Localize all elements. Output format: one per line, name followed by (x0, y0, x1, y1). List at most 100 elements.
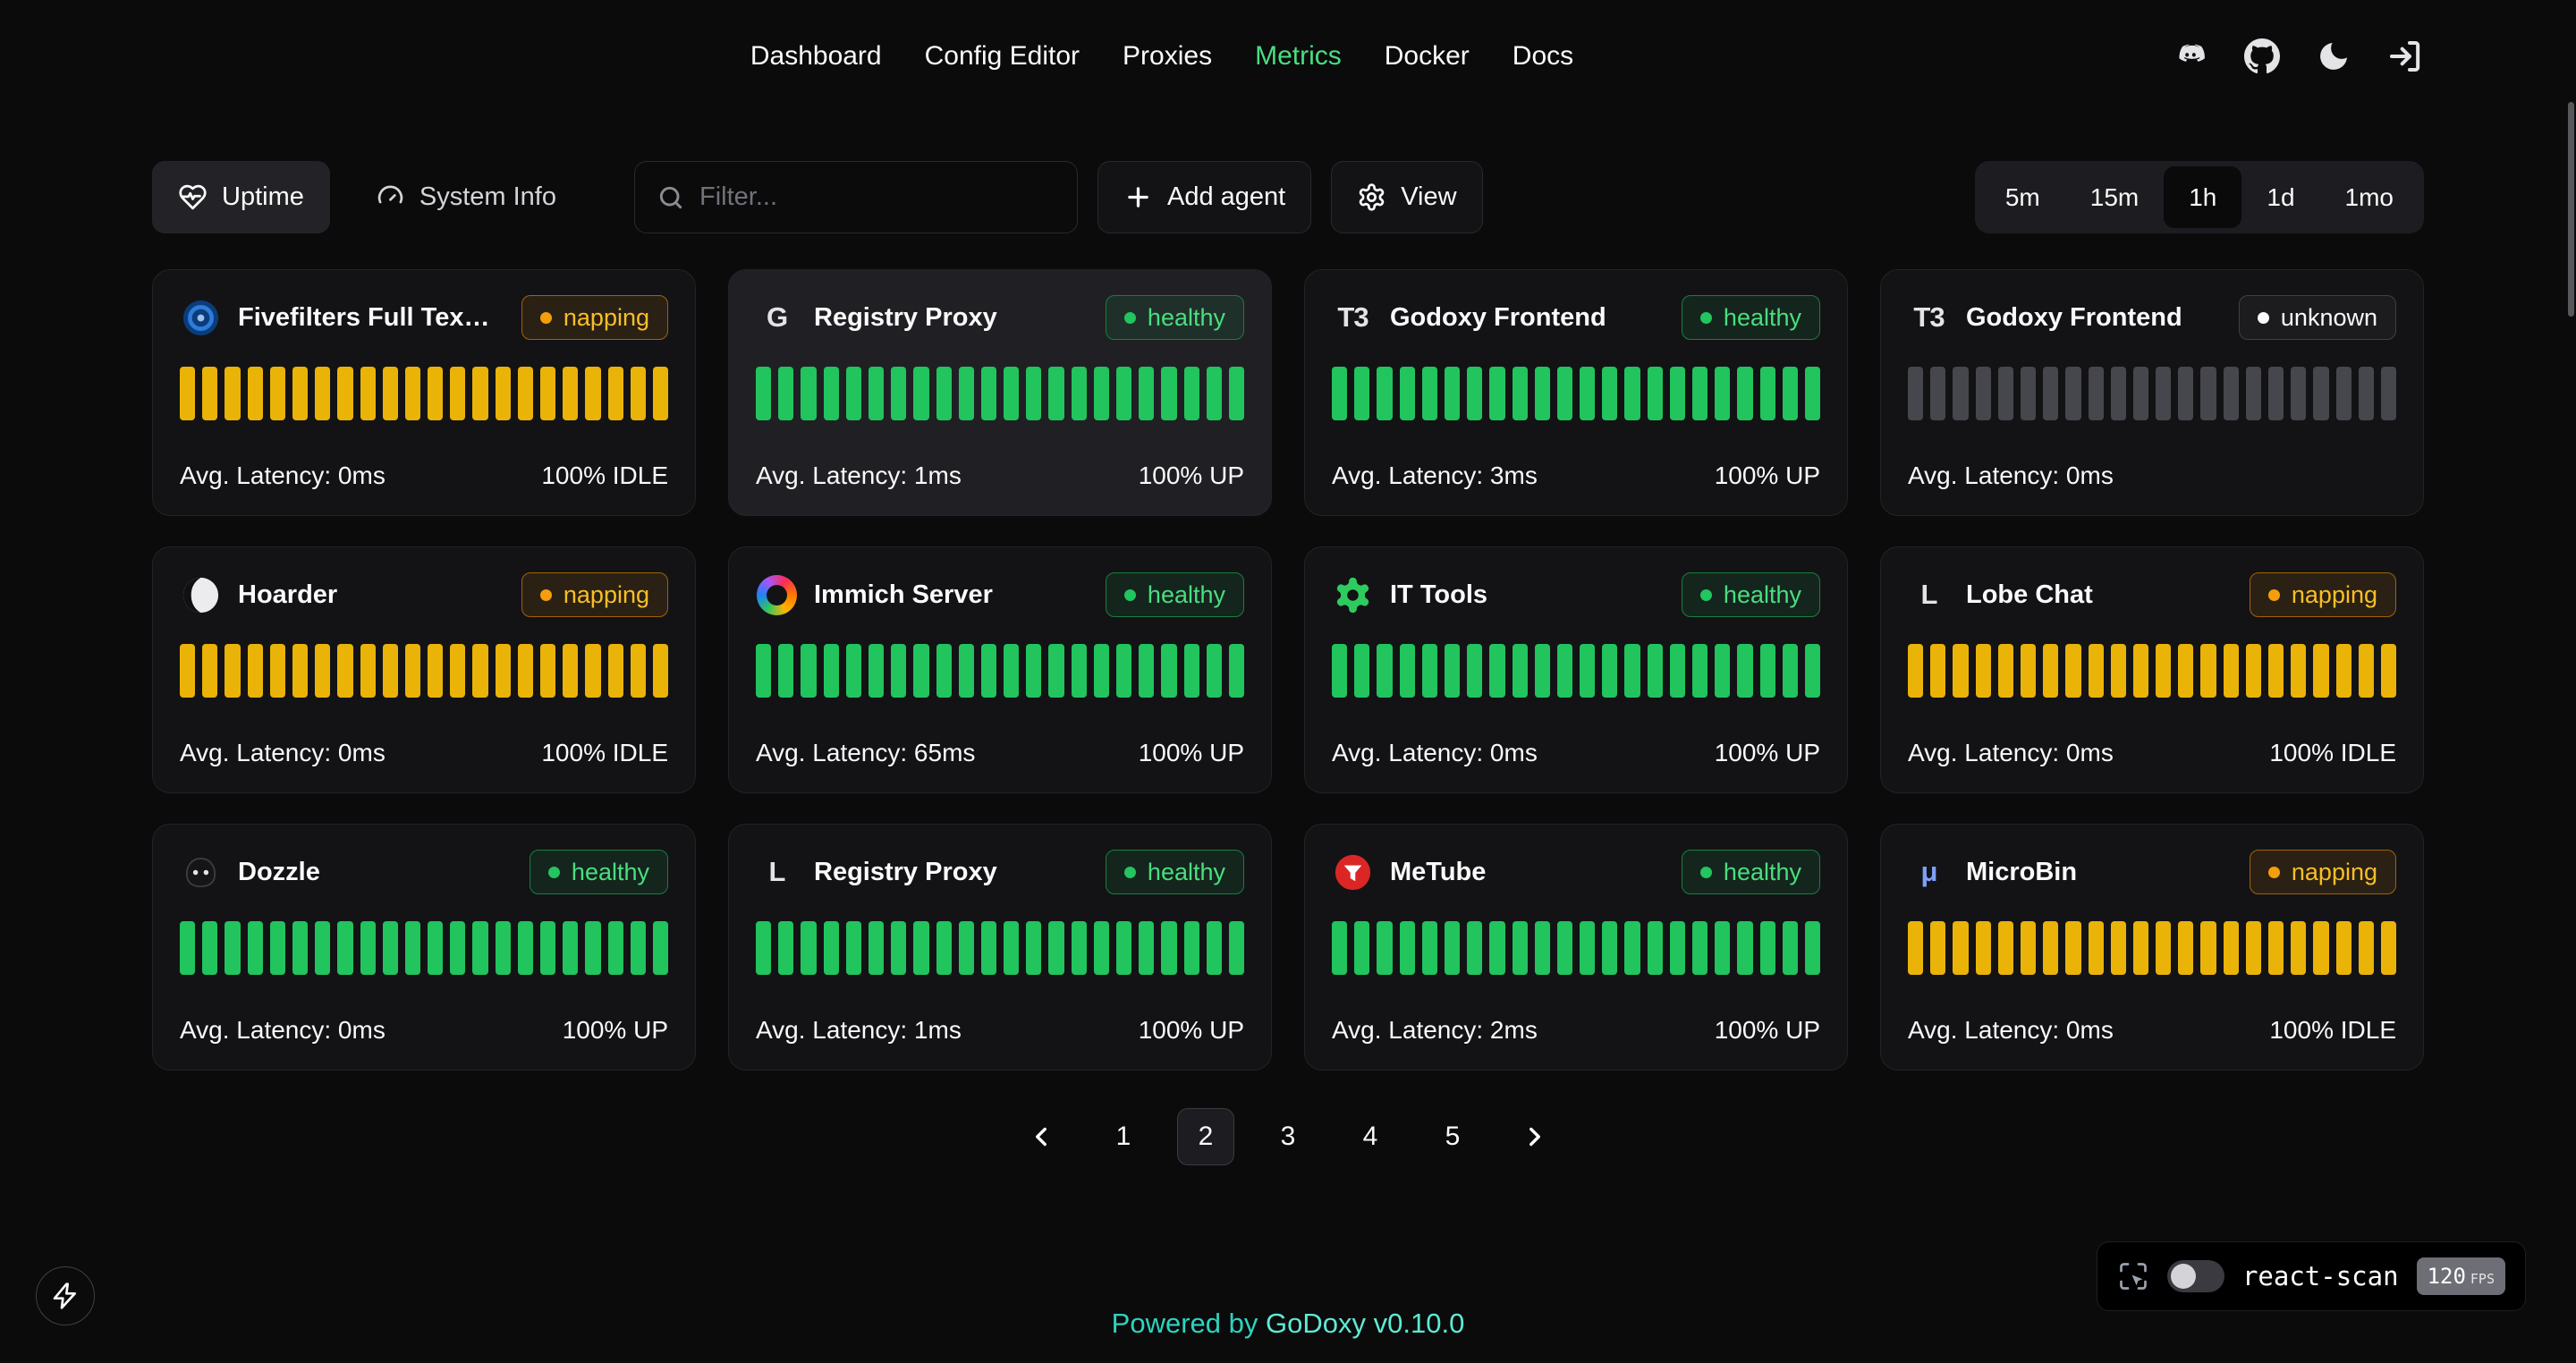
nav-item[interactable]: Metrics (1255, 41, 1342, 71)
uptime-bar (1512, 644, 1528, 698)
uptime-bar (1399, 367, 1415, 420)
uptime-bar (428, 921, 444, 975)
status-badge: healthy (1681, 572, 1820, 617)
uptime-card[interactable]: Dozzle healthy Avg. Latency: 0ms 100% UP (152, 824, 696, 1071)
brand-link[interactable]: GoDoxy (1266, 1308, 1366, 1339)
uptime-bar (1602, 644, 1618, 698)
github-icon[interactable] (2243, 38, 2281, 75)
card-header: G Registry Proxy healthy (756, 295, 1244, 340)
page-button[interactable]: 1 (1115, 1122, 1131, 1151)
uptime-bar (2358, 644, 2374, 698)
uptime-card[interactable]: T3 Godoxy Frontend unknown Avg. Latency:… (1880, 269, 2424, 516)
scan-frame-icon[interactable] (2117, 1260, 2149, 1292)
service-name: MeTube (1390, 857, 1487, 886)
dark-mode-icon[interactable] (2315, 38, 2352, 75)
nav-item[interactable]: Dashboard (750, 41, 882, 71)
page-button[interactable]: 4 (1362, 1122, 1378, 1151)
time-range-option[interactable]: 15m (2089, 182, 2140, 211)
card-header: L Registry Proxy healthy (756, 850, 1244, 894)
uptime-bar (1444, 644, 1461, 698)
version-link[interactable]: v0.10.0 (1373, 1308, 1465, 1339)
uptime-bar (585, 367, 601, 420)
uptime-bar (247, 367, 263, 420)
uptime-bar (1930, 921, 1946, 975)
card-header: T3 Godoxy Frontend healthy (1332, 295, 1820, 340)
uptime-bar (1206, 367, 1222, 420)
uptime-tab-button[interactable]: Uptime (152, 161, 330, 233)
uptime-bar (2156, 367, 2172, 420)
card-footer: Avg. Latency: 0ms 100% UP (1332, 739, 1820, 767)
uptime-percent-text: 100% UP (1138, 739, 1244, 766)
uptime-bar (1534, 921, 1550, 975)
uptime-card[interactable]: L Lobe Chat napping Avg. Latency: 0ms 10… (1880, 546, 2424, 793)
uptime-bar (315, 367, 331, 420)
uptime-card[interactable]: T3 Godoxy Frontend healthy Avg. Latency:… (1304, 269, 1848, 516)
uptime-bar (1489, 644, 1505, 698)
uptime-bar (495, 921, 511, 975)
uptime-bar (1467, 367, 1483, 420)
uptime-card[interactable]: μ MicroBin napping Avg. Latency: 0ms 100… (1880, 824, 2424, 1071)
uptime-bar (1975, 367, 1991, 420)
time-range-option[interactable]: 1h (2164, 166, 2242, 228)
uptime-bar (2245, 921, 2261, 975)
avg-latency-text: Avg. Latency: 3ms (1332, 461, 1538, 489)
system-info-tab-button[interactable]: System Info (350, 161, 582, 233)
uptime-bar (1975, 644, 1991, 698)
uptime-card[interactable]: MeTube healthy Avg. Latency: 2ms 100% UP (1304, 824, 1848, 1071)
nav-item[interactable]: Docs (1512, 41, 1574, 71)
uptime-bar (756, 367, 772, 420)
uptime-card[interactable]: G Registry Proxy healthy Avg. Latency: 1… (728, 269, 1272, 516)
nav-item[interactable]: Config Editor (924, 41, 1080, 71)
uptime-bar (2156, 644, 2172, 698)
uptime-bar (1161, 367, 1177, 420)
discord-icon[interactable] (2172, 38, 2209, 75)
uptime-bar (1354, 921, 1370, 975)
quick-actions-button[interactable] (36, 1266, 95, 1325)
uptime-bar (891, 367, 907, 420)
nav-item[interactable]: Proxies (1123, 41, 1213, 71)
time-range-option[interactable]: 1mo (2344, 182, 2394, 211)
view-button[interactable]: View (1331, 161, 1483, 233)
uptime-bar (2313, 367, 2329, 420)
uptime-bar (2380, 367, 2397, 420)
page-button[interactable]: 2 (1177, 1108, 1234, 1165)
uptime-bar (652, 367, 669, 420)
page-button[interactable]: 5 (1445, 1122, 1461, 1151)
uptime-bar (801, 644, 817, 698)
uptime-bar (1534, 367, 1550, 420)
filter-input[interactable] (699, 182, 1055, 212)
time-range-option[interactable]: 1d (2267, 182, 2295, 211)
uptime-card[interactable]: Fivefilters Full Tex… napping Avg. Laten… (152, 269, 696, 516)
uptime-bar (1377, 367, 1393, 420)
logout-icon[interactable] (2386, 38, 2424, 75)
status-dot-icon (1123, 588, 1136, 601)
uptime-card[interactable]: Hoarder napping Avg. Latency: 0ms 100% I… (152, 546, 696, 793)
uptime-bar (2335, 367, 2351, 420)
page-button[interactable]: 3 (1280, 1122, 1296, 1151)
react-scan-toggle[interactable] (2166, 1260, 2224, 1292)
uptime-bar (1048, 367, 1064, 420)
prev-page-button[interactable] (1013, 1108, 1070, 1165)
view-label: View (1401, 182, 1457, 211)
time-range-option[interactable]: 5m (2004, 182, 2040, 211)
uptime-card[interactable]: IT Tools healthy Avg. Latency: 0ms 100% … (1304, 546, 1848, 793)
uptime-bar (778, 644, 794, 698)
service-name: IT Tools (1390, 580, 1488, 609)
status-label: healthy (1147, 580, 1225, 608)
nav-item[interactable]: Docker (1384, 41, 1470, 71)
uptime-percent-text: 100% IDLE (541, 461, 668, 489)
add-agent-button[interactable]: Add agent (1097, 161, 1312, 233)
uptime-card[interactable]: L Registry Proxy healthy Avg. Latency: 1… (728, 824, 1272, 1071)
uptime-bar (337, 367, 353, 420)
uptime-bar (2200, 367, 2216, 420)
scrollbar-thumb[interactable] (2568, 102, 2574, 317)
lobe-chat-icon: L (1920, 579, 1938, 610)
next-page-button[interactable] (1506, 1108, 1563, 1165)
uptime-bar (202, 644, 218, 698)
uptime-bar (1228, 367, 1245, 420)
uptime-bar (1692, 921, 1708, 975)
hoarder-icon (180, 574, 222, 616)
uptime-bar (1556, 644, 1573, 698)
uptime-bar (958, 367, 974, 420)
uptime-card[interactable]: Immich Server healthy Avg. Latency: 65ms… (728, 546, 1272, 793)
